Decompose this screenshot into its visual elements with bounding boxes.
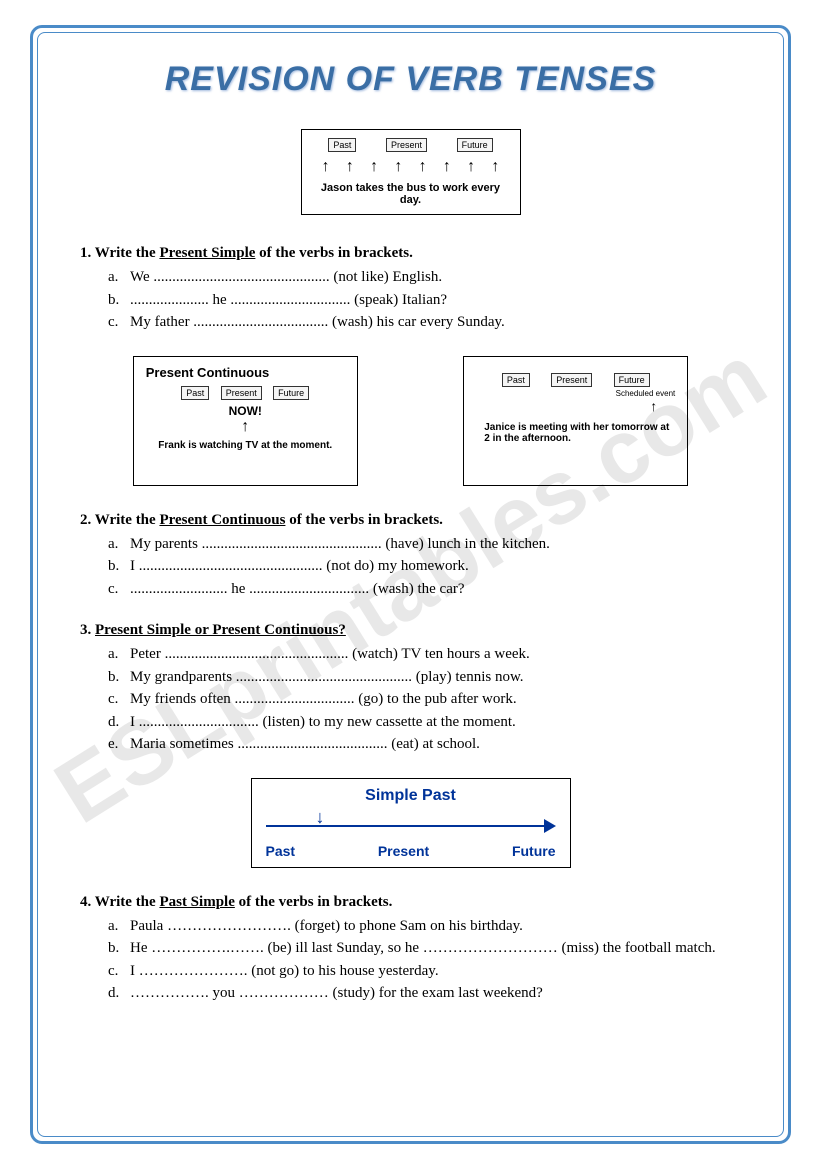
ex3-item: e.Maria sometimes ......................… — [108, 733, 741, 756]
ex3-item: d.I ................................ (li… — [108, 711, 741, 734]
timeline-line — [266, 825, 544, 827]
down-arrow-icon: ↓ — [316, 807, 325, 828]
diagram2a-text: Frank is watching TV at the moment. — [146, 440, 345, 451]
arrows-row: ↑↑↑↑↑↑↑↑ — [314, 158, 508, 176]
ex3-item: a.Peter ................................… — [108, 643, 741, 666]
ex1-item: b...................... he .............… — [108, 289, 741, 312]
exercise-3: 3. Present Simple or Present Continuous?… — [80, 622, 741, 756]
ex4-item: b.He …………….……. (be) ill last Sunday, so … — [108, 937, 741, 960]
scheduled-label: Scheduled event — [476, 389, 675, 398]
ex1-item: a.We ...................................… — [108, 266, 741, 289]
label-future: Future — [457, 138, 493, 152]
diagram-present-simple: Past Present Future ↑↑↑↑↑↑↑↑ Jason takes… — [301, 129, 521, 215]
simple-past-title: Simple Past — [266, 787, 556, 805]
diagram-simple-past: Simple Past ↓ Past Present Future — [80, 778, 741, 868]
sp-labels: Past Present Future — [266, 843, 556, 859]
diagram2b: PastPresentFuture Scheduled event ↑ Jani… — [463, 356, 688, 486]
label-present: Present — [386, 138, 427, 152]
pc-title: Present Continuous — [146, 365, 345, 380]
ex4-item: a.Paula ……………………. (forget) to phone Sam … — [108, 915, 741, 938]
exercise-2: 2. Write the Present Continuous of the v… — [80, 512, 741, 601]
exercise-4: 4. Write the Past Simple of the verbs in… — [80, 894, 741, 1005]
exercise-1: 1. Write the Present Simple of the verbs… — [80, 245, 741, 334]
arrowhead-icon — [544, 819, 556, 833]
diagram1-caption: Jason takes the bus to work every day. — [314, 182, 508, 206]
ex2-title: 2. Write the Present Continuous of the v… — [80, 512, 741, 529]
diagram-present-continuous: Present Continuous PastPresentFuture NOW… — [80, 356, 741, 486]
diagram2a: Present Continuous PastPresentFuture NOW… — [133, 356, 358, 486]
ex4-title: 4. Write the Past Simple of the verbs in… — [80, 894, 741, 911]
ex4-item: d.……………. you ……………… (study) for the exam… — [108, 982, 741, 1005]
ex1-title: 1. Write the Present Simple of the verbs… — [80, 245, 741, 262]
label-past: Past — [328, 138, 356, 152]
ex1-item: c.My father ............................… — [108, 311, 741, 334]
page-title: REVISION OF VERB TENSES — [80, 60, 741, 99]
ex3-item: b.My grandparents ......................… — [108, 666, 741, 689]
up-arrow-icon: ↑ — [146, 418, 345, 436]
ex3-title: 3. Present Simple or Present Continuous? — [80, 622, 741, 639]
timeline-labels: Past Present Future — [314, 138, 508, 152]
content-area: REVISION OF VERB TENSES Past Present Fut… — [55, 50, 766, 1119]
ex3-item: c.My friends often .....................… — [108, 688, 741, 711]
ex2-item: b.I ....................................… — [108, 555, 741, 578]
ex2-item: c........................... he ........… — [108, 578, 741, 601]
ex2-item: a.My parents ...........................… — [108, 533, 741, 556]
now-label: NOW! — [146, 404, 345, 418]
up-arrow-icon: ↑ — [476, 398, 675, 414]
diagram2b-text: Janice is meeting with her tomorrow at 2… — [476, 422, 675, 444]
ex4-item: c.I …………………. (not go) to his house yeste… — [108, 960, 741, 983]
